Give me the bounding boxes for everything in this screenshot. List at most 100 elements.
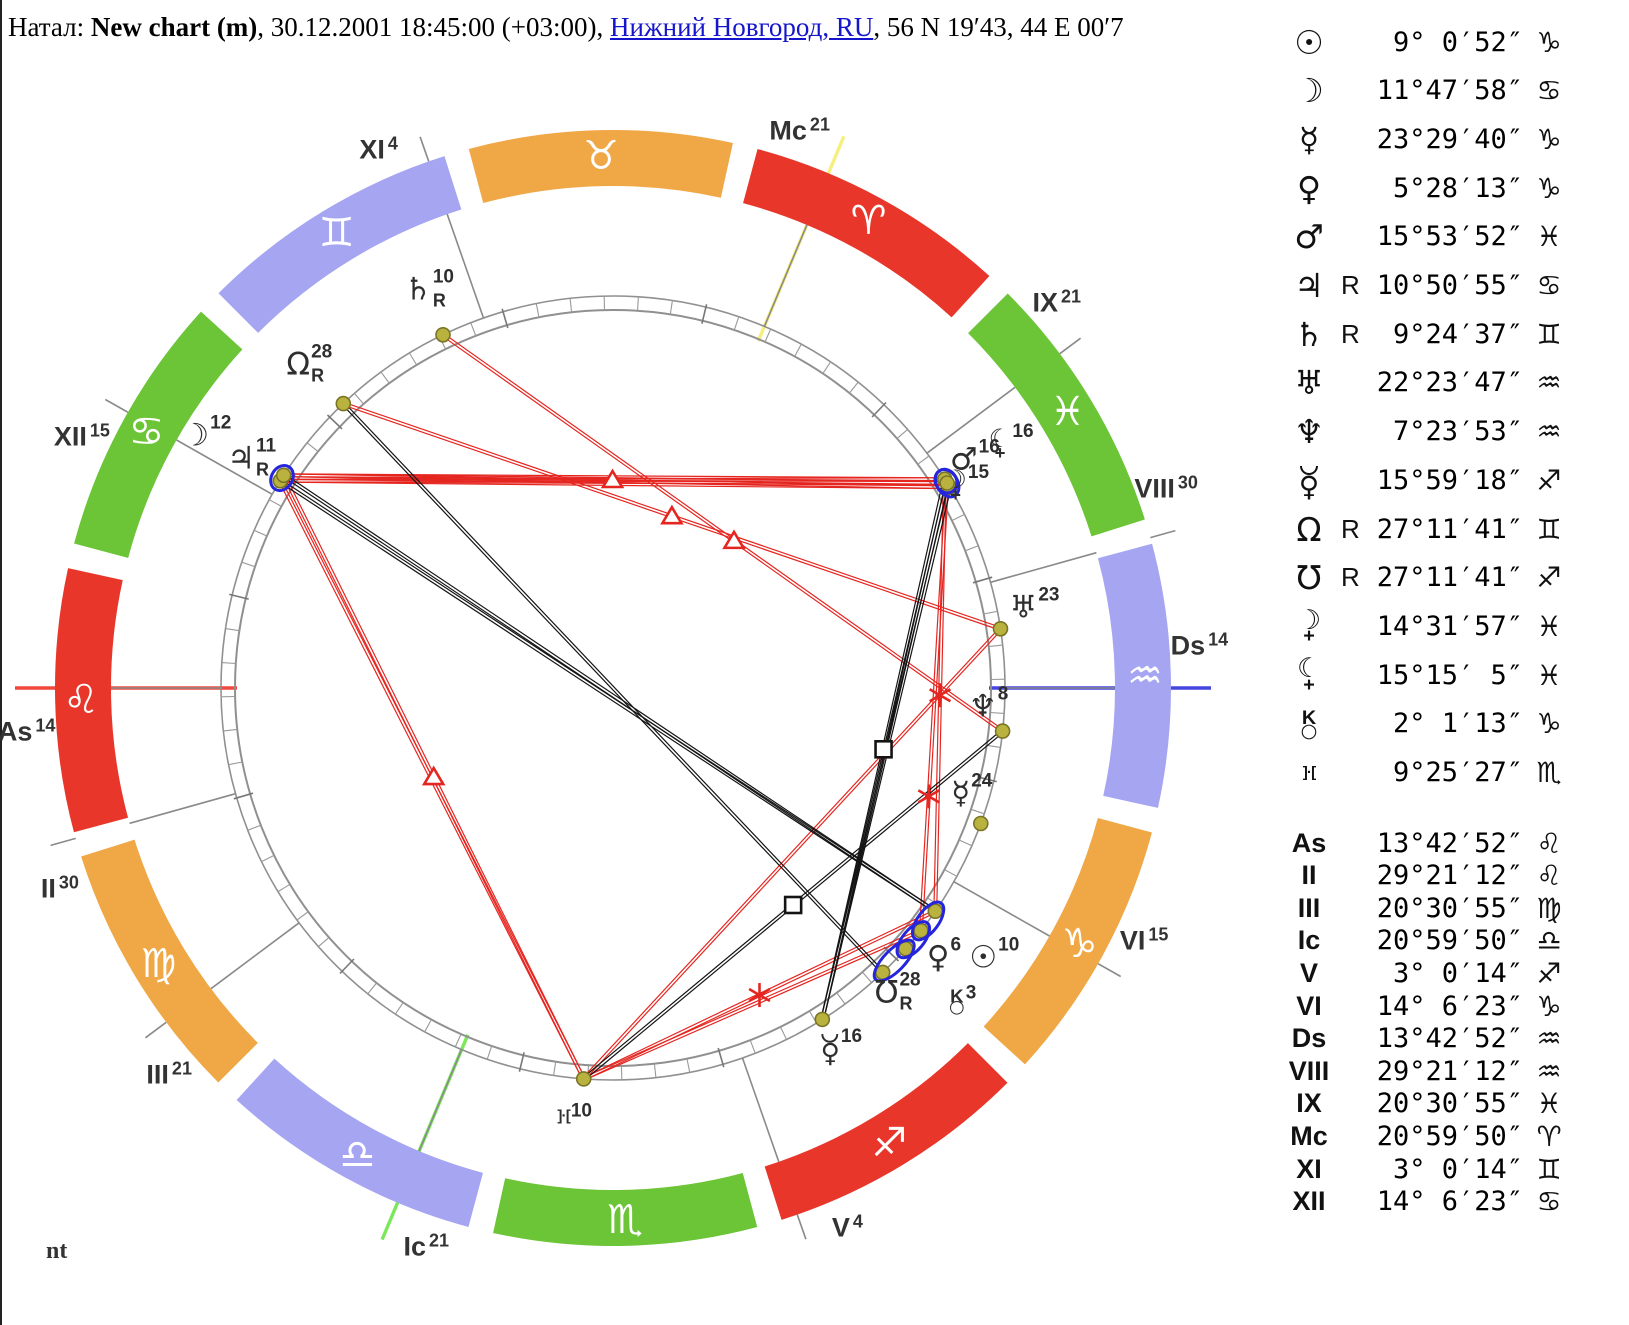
uranus-icon: ♅: [1294, 363, 1324, 403]
degree-tick: [970, 808, 985, 815]
degree-tick: [951, 513, 965, 522]
pluto-icon: ♀: [1299, 466, 1319, 501]
degree-tick: [983, 610, 998, 615]
house-cusp-VI: [953, 881, 1050, 937]
planet-row-north-node: Ω R 27°11′41″ ♊: [1249, 505, 1621, 553]
degree-tick: [277, 883, 291, 893]
conjunction-ring-mars-lilith: [933, 467, 961, 499]
position-value: 7°23′53″: [1376, 416, 1523, 448]
planet-row-proserpina: ]·[ 9°25′27″ ♏: [1249, 749, 1621, 797]
position-value: 3° 0′14″: [1376, 957, 1523, 989]
degree-tick: [339, 958, 355, 975]
degree-tick: [701, 304, 708, 324]
degree-tick: [228, 761, 243, 766]
degree-tick: [636, 296, 639, 311]
header-datetime: , 30.12.2001 18:45:00 (+03:00),: [257, 12, 611, 42]
aspect-selena-venus-sextile: [921, 483, 950, 931]
degree-tick: [917, 455, 930, 465]
house-cusp-stub-XI: [419, 136, 430, 162]
north-node-icon: Ω: [1296, 509, 1322, 549]
house-name: IX: [1296, 1088, 1322, 1119]
house-row-V: V 3° 0′14″ ♐: [1249, 956, 1621, 990]
house-row-IX: IX 20°30′55″ ♓: [1249, 1087, 1621, 1120]
house-row-Ds: Ds 13°42′52″ ♒: [1249, 1022, 1621, 1055]
sign-glyph: ♐: [1536, 956, 1562, 990]
sign-glyph: ♓: [1536, 609, 1562, 643]
conjunction-ring-moon-jupiter: [269, 464, 295, 493]
planet-row-uranus: ♅ 22°23′47″ ♒: [1249, 359, 1621, 407]
planet-row-mercury: ☿ 23°29′40″ ♑: [1249, 115, 1621, 163]
degree-tick: [486, 1045, 493, 1060]
header-coordinates: , 56 N 19′43, 44 E 00′7: [873, 12, 1124, 42]
planet-row-mars: ♂ 15°53′52″ ♓: [1249, 213, 1621, 261]
inner-circle: [234, 309, 992, 1067]
position-value: 23°29′40″: [1376, 123, 1523, 155]
location-link[interactable]: Нижний Новгород, RU: [610, 12, 874, 42]
degree-tick: [764, 328, 772, 343]
planet-dot-neptune: [994, 723, 1011, 739]
degree-tick: [836, 992, 846, 1005]
position-value: 29°21′12″: [1376, 1055, 1523, 1087]
house-name: V: [1299, 957, 1318, 988]
aspect-proserpina-uranus-minor: [582, 627, 1000, 1079]
sextile-symbol: [917, 784, 940, 809]
sign-glyph: ♊: [1536, 317, 1562, 351]
position-value: 3° 0′14″: [1376, 1153, 1523, 1185]
house-name: III: [1297, 892, 1321, 923]
sign-glyph: ♒: [1536, 415, 1562, 449]
sign-glyph: ♋: [1536, 269, 1562, 302]
degree-tick: [221, 662, 236, 665]
house-row-Mc: Mc 20°59′50″ ♈: [1249, 1120, 1621, 1153]
position-value: 13°42′52″: [1376, 827, 1523, 859]
sign-glyph: ♊: [1536, 1152, 1562, 1186]
zodiac-segment-capricorn: [983, 817, 1152, 1065]
degree-tick: [225, 628, 240, 632]
mars-icon: ♂: [1294, 217, 1324, 257]
house-cusp-II: [129, 792, 236, 825]
zodiac-segment-aquarius: [1097, 543, 1171, 808]
planet-dot-sun: [927, 903, 944, 920]
neptune-icon: ♆: [1294, 412, 1324, 452]
degree-tick: [518, 1052, 525, 1072]
planet-dot-mercury: [972, 815, 989, 832]
degree-tick: [501, 308, 509, 329]
aspect-proserpina-uranus-minor: [584, 629, 1002, 1081]
house-row-III: III 20°30′55″ ♍: [1249, 892, 1621, 925]
position-value: 20°30′55″: [1376, 1088, 1523, 1120]
sextile-symbol: [929, 683, 952, 708]
retro-flag: R: [1341, 562, 1360, 593]
sextile-symbol: [748, 983, 771, 1008]
position-value: 9°24′37″: [1376, 318, 1523, 350]
position-value: 9° 0′52″: [1376, 26, 1523, 58]
planet-row-selena: ☽ + 15°15′ 5″ ♓: [1249, 651, 1621, 699]
planet-dot-uranus: [992, 620, 1009, 637]
sign-glyph: ♑: [1536, 171, 1562, 205]
degree-tick: [944, 869, 958, 877]
degree-tick: [883, 946, 900, 962]
degree-tick: [794, 343, 802, 357]
house-cusp-stub-V: [796, 1214, 807, 1240]
planet-dot-proserpina: [575, 1071, 592, 1087]
sign-glyph: ♓: [1536, 658, 1562, 692]
degree-tick: [779, 1026, 788, 1040]
degree-tick: [454, 1033, 462, 1048]
sign-glyph: ♎: [1536, 924, 1562, 958]
positions-table: ☉ 9° 0′52″ ♑ ☽ 11°47′58″ ♋ ☿ 23°29′40″ ♑ ♀ 5°28′…: [1249, 0, 1621, 1325]
house-name: VIII: [1288, 1055, 1330, 1086]
chart-header: Натал: New chart (m), 30.12.2001 18:45:0…: [8, 12, 1124, 43]
degree-tick: [261, 854, 275, 863]
sign-glyph: ♑: [1536, 989, 1562, 1023]
degree-tick: [247, 824, 261, 831]
position-value: 9°25′27″: [1376, 757, 1523, 788]
position-value: 5°28′13″: [1376, 172, 1523, 204]
planet-row-lilith: ☽ + 14°31′57″ ♓: [1249, 602, 1621, 650]
planet-dot-jupiter: [275, 467, 292, 484]
degree-tick: [326, 414, 343, 430]
position-value: 14° 6′23″: [1376, 990, 1523, 1022]
degree-tick: [229, 593, 249, 600]
degree-tick: [318, 936, 330, 948]
house-cusp-III: [210, 922, 300, 990]
conjunction-ring-venus-sun: [910, 900, 946, 942]
degree-tick: [990, 711, 1005, 714]
position-value: 15°53′52″: [1376, 221, 1523, 253]
